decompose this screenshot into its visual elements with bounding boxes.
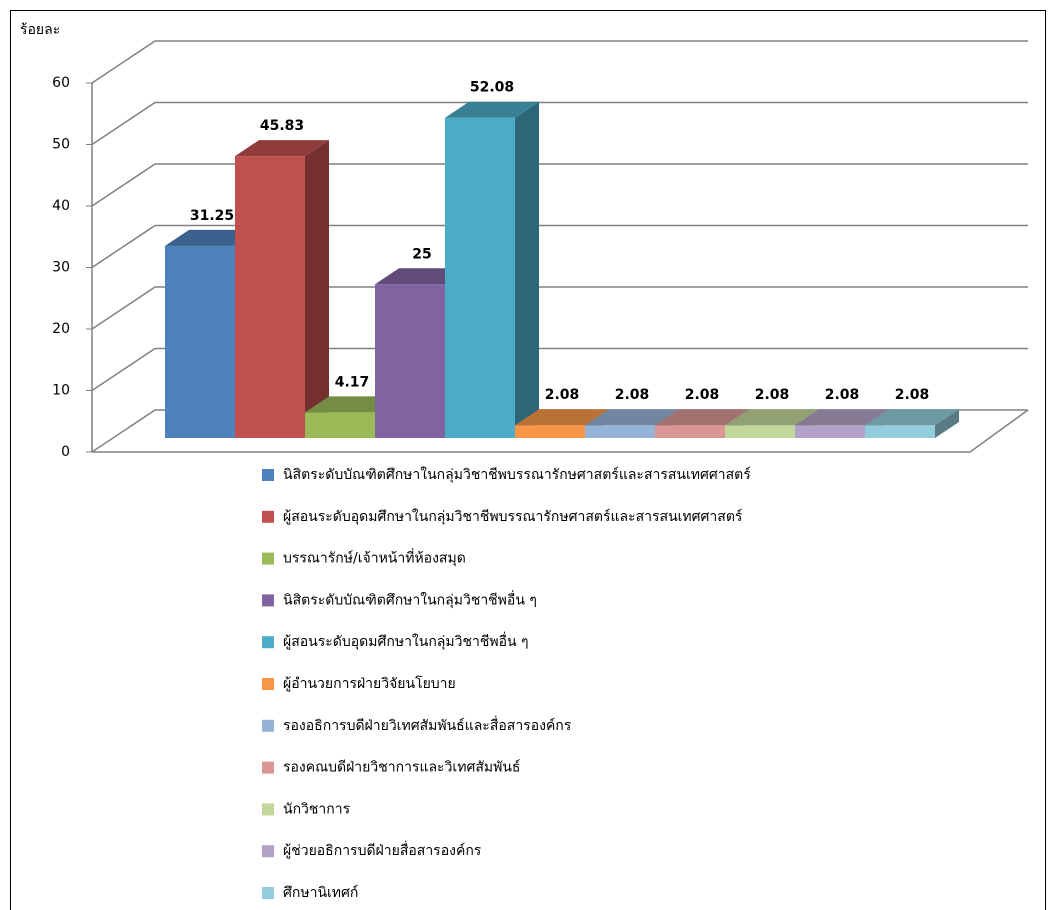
value-label: 2.08 <box>545 387 580 403</box>
bar-top <box>585 409 679 426</box>
legend-swatch <box>262 469 274 481</box>
bar-top <box>445 101 539 118</box>
floor <box>92 409 1029 453</box>
legend-swatch <box>262 552 274 565</box>
bar <box>585 425 655 438</box>
value-label: 2.08 <box>895 387 930 403</box>
legend-swatch <box>262 719 274 732</box>
legend-label: ผู้ช่วยอธิการบดีฝ่ายสื่อสารองค์กร <box>283 841 482 859</box>
legend-label: รองคณบดีฝ่ายวิชาการและวิเทศสัมพันธ์ <box>283 759 520 776</box>
value-label: 25 <box>412 246 431 262</box>
value-label: 31.25 <box>190 208 234 224</box>
grid-line <box>91 40 1028 84</box>
grid-line <box>91 347 1028 392</box>
bar <box>655 425 725 438</box>
y-tick-label: 30 <box>52 260 70 276</box>
grid-line <box>91 163 1028 207</box>
chart-border <box>10 10 1046 910</box>
value-label: 2.08 <box>825 387 860 403</box>
legend-swatch <box>262 845 274 858</box>
legend-swatch <box>262 678 274 690</box>
y-tick-label: 40 <box>52 198 70 214</box>
grid-line <box>91 286 1028 330</box>
value-label: 4.17 <box>335 374 370 390</box>
bar <box>375 284 445 438</box>
bar <box>515 425 585 438</box>
value-label: 2.08 <box>615 387 650 403</box>
bar-top <box>795 409 889 426</box>
bar-side <box>935 409 959 438</box>
bar <box>725 425 795 438</box>
bar <box>445 117 515 438</box>
legend-label: ผู้สอนระดับอุดมศึกษาในกลุ่มวิชาชีพบรรณาร… <box>283 508 743 525</box>
y-tick-label: 60 <box>52 75 70 91</box>
bar-top <box>515 409 609 426</box>
legend-label: ผู้อำนวยการฝ่ายวิจัยนโยบาย <box>283 675 456 692</box>
bar-top <box>655 409 749 426</box>
bar <box>235 156 305 438</box>
value-label: 52.08 <box>470 80 514 96</box>
legend-label: นักวิชาการ <box>283 801 351 817</box>
y-tick-label: 0 <box>61 444 70 460</box>
bar <box>865 425 935 438</box>
legend-label: บรรณารักษ์/เจ้าหน้าที่ห้องสมุด <box>283 549 466 567</box>
bar-side <box>305 140 329 438</box>
legend-label: ศึกษานิเทศก์ <box>283 884 358 901</box>
bar-top <box>865 409 959 426</box>
value-label: 2.08 <box>685 387 720 403</box>
legend-swatch <box>262 803 274 816</box>
bar-top <box>235 140 329 157</box>
legend-label: นิสิตระดับบัณฑิตศึกษาในกลุ่มวิชาชีพอื่น … <box>283 590 537 608</box>
legend-label: นิสิตระดับบัณฑิตศึกษาในกลุ่มวิชาชีพบรรณา… <box>283 466 751 483</box>
legend-swatch <box>262 761 274 774</box>
bar-top <box>725 409 819 426</box>
bar <box>305 412 375 438</box>
y-axis-label: ร้อยละ <box>20 22 60 38</box>
y-tick-label: 20 <box>52 321 70 337</box>
legend-label: รองอธิการบดีฝ่ายวิเทศสัมพันธ์และสื่อสารอ… <box>283 716 572 734</box>
legend-label: ผู้สอนระดับอุดมศึกษาในกลุ่มวิชาชีพอื่น ๆ <box>283 632 529 650</box>
grid-line <box>91 101 1028 146</box>
bar <box>795 425 865 438</box>
bar-side <box>515 101 539 438</box>
legend-swatch <box>262 510 274 523</box>
legend-swatch <box>262 887 274 899</box>
legend-swatch <box>262 594 274 607</box>
value-label: 45.83 <box>260 118 304 134</box>
legend-swatch <box>262 636 274 649</box>
bar <box>165 245 235 438</box>
value-label: 2.08 <box>755 387 790 403</box>
y-tick-label: 50 <box>52 137 70 153</box>
y-tick-label: 10 <box>52 383 70 399</box>
grid-line <box>91 224 1028 269</box>
